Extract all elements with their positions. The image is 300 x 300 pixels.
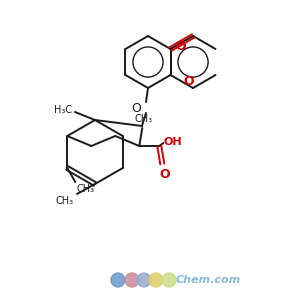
Text: CH₃: CH₃ [56,196,74,206]
Text: O: O [176,40,186,52]
Text: Chem.com: Chem.com [176,275,241,285]
Circle shape [125,273,139,287]
Text: O: O [184,75,194,88]
Text: O: O [131,101,141,115]
Circle shape [137,273,151,287]
Text: CH₃: CH₃ [134,114,152,124]
Text: OH: OH [163,137,182,147]
Circle shape [111,273,125,287]
Circle shape [162,273,176,287]
Text: CH₃: CH₃ [76,184,94,194]
Circle shape [149,273,163,287]
Text: H₃C: H₃C [54,105,72,115]
Text: O: O [159,168,169,181]
